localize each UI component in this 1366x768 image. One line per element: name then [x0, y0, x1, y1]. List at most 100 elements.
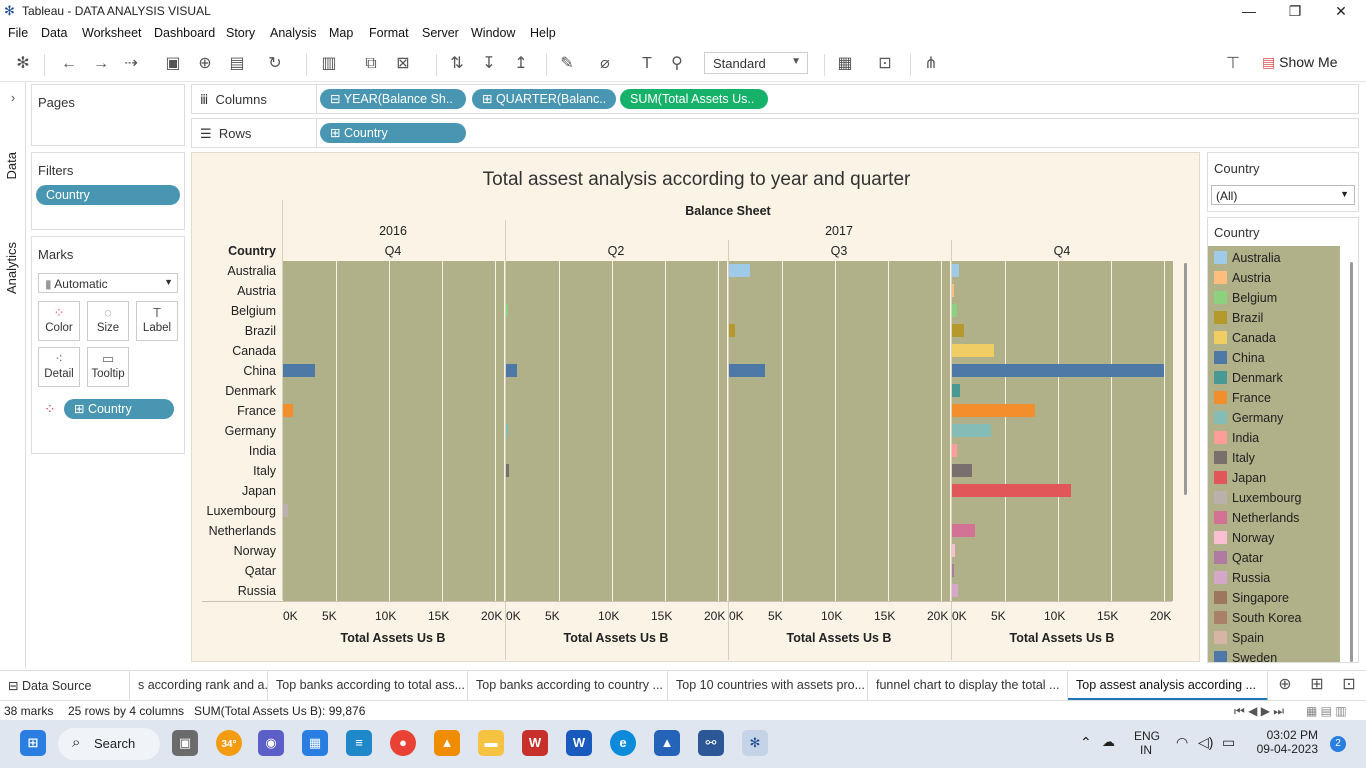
legend-item-luxembourg[interactable]: Luxembourg	[1210, 488, 1342, 508]
legend-item-india[interactable]: India	[1210, 428, 1342, 448]
filter-pill-country[interactable]: Country	[36, 185, 180, 205]
legend-item-china[interactable]: China	[1210, 348, 1342, 368]
legend-item-canada[interactable]: Canada	[1210, 328, 1342, 348]
marks-pill-country[interactable]: ⊞ Country	[64, 399, 174, 419]
pin-axis-icon[interactable]: ⚲	[671, 55, 683, 72]
label-button[interactable]: T Label	[136, 301, 178, 341]
menu-map[interactable]: Map	[329, 26, 354, 40]
close-window-button[interactable]: ✕	[1335, 3, 1347, 19]
menu-story[interactable]: Story	[226, 26, 256, 40]
wps-writer-icon[interactable]: W	[522, 730, 548, 756]
pause-updates-icon[interactable]: ▤	[229, 55, 245, 72]
language-indicator[interactable]: ENG IN	[1134, 729, 1160, 757]
legend-item-sweden[interactable]: Sweden	[1210, 648, 1342, 662]
windows-start-icon[interactable]: ⊞	[20, 730, 46, 756]
detail-button[interactable]: ⁖ Detail	[38, 347, 80, 387]
size-button[interactable]: ◌ Size	[87, 301, 129, 341]
bar-belgium-2017-q4[interactable]	[952, 304, 958, 317]
bar-netherlands-2017-q4[interactable]	[952, 524, 976, 537]
legend-item-japan[interactable]: Japan	[1210, 468, 1342, 488]
menu-help[interactable]: Help	[530, 26, 556, 40]
legend-item-brazil[interactable]: Brazil	[1210, 308, 1342, 328]
bar-russia-2017-q4[interactable]	[952, 584, 959, 597]
clear-sheet-icon[interactable]: ⊠	[396, 55, 410, 72]
refresh-icon[interactable]: ↻	[268, 55, 282, 72]
legend-item-singapore[interactable]: Singapore	[1210, 588, 1342, 608]
bar-australia-2017-q4[interactable]	[952, 264, 960, 277]
attach-icon[interactable]: ⌀	[600, 55, 610, 72]
bar-germany-2017-q2[interactable]	[506, 424, 509, 437]
mark-type-dropdown[interactable]: ▮ Automatic ▼	[38, 273, 178, 293]
notes-app-icon[interactable]: ≡	[346, 730, 372, 756]
bar-denmark-2017-q4[interactable]	[952, 384, 961, 397]
text-label-icon[interactable]: T	[642, 55, 652, 72]
bar-luxembourg-2016-q4[interactable]	[283, 504, 289, 517]
swap-rows-columns-icon[interactable]: ⇅	[450, 55, 464, 72]
legend-item-spain[interactable]: Spain	[1210, 628, 1342, 648]
wifi-icon[interactable]: ◠	[1176, 734, 1189, 750]
publish-icon[interactable]: ⊤	[1226, 55, 1240, 72]
vlc-icon[interactable]: ▲	[434, 730, 460, 756]
presentation-mode-icon[interactable]: ⊡	[878, 55, 892, 72]
file-explorer-icon[interactable]: ▬	[478, 730, 504, 756]
tableau-taskbar-icon[interactable]: ✻	[742, 730, 768, 756]
menu-file[interactable]: File	[8, 26, 29, 40]
new-worksheet-icon[interactable]: ▥	[321, 55, 337, 72]
store-icon[interactable]: ▦	[302, 730, 328, 756]
menu-format[interactable]: Format	[369, 26, 409, 40]
bar-belgium-2017-q2[interactable]	[506, 304, 509, 317]
sheet-tab-1[interactable]: s according rank and a...	[130, 671, 268, 701]
legend-item-qatar[interactable]: Qatar	[1210, 548, 1342, 568]
menu-server[interactable]: Server	[422, 26, 459, 40]
highlight-icon[interactable]: ✎	[560, 55, 574, 72]
task-view-icon[interactable]: ▣	[172, 730, 198, 756]
chrome-icon[interactable]: ●	[390, 730, 416, 756]
battery-icon[interactable]: ▭	[1222, 734, 1236, 750]
bar-brazil-2017-q4[interactable]	[952, 324, 964, 337]
sort-ascending-icon[interactable]: ↧	[482, 55, 496, 72]
menu-analysis[interactable]: Analysis	[270, 26, 317, 40]
redo-icon[interactable]: →	[93, 55, 109, 72]
bar-china-2017-q3[interactable]	[729, 364, 766, 377]
bar-france-2017-q4[interactable]	[952, 404, 1035, 417]
duplicate-sheet-icon[interactable]: ⧉	[365, 55, 377, 72]
bar-japan-2017-q4[interactable]	[952, 484, 1071, 497]
expand-panel-icon[interactable]: ›	[10, 90, 16, 105]
tooltip-button[interactable]: ▭ Tooltip	[87, 347, 129, 387]
columns-shelf[interactable]: ⅲ Columns ⊟ YEAR(Balance Sh.. ⊞ QUARTER(…	[191, 84, 1359, 114]
show-cards-icon[interactable]: ▦	[837, 55, 853, 72]
menu-dashboard[interactable]: Dashboard	[154, 26, 216, 40]
legend-item-italy[interactable]: Italy	[1210, 448, 1342, 468]
clock[interactable]: 03:02 PM 09-04-2023	[1256, 728, 1318, 756]
quick-filter-dropdown[interactable]: (All) ▼	[1211, 185, 1355, 205]
restore-button[interactable]: ❐	[1288, 3, 1302, 19]
legend-item-france[interactable]: France	[1210, 388, 1342, 408]
bar-italy-2017-q2[interactable]	[506, 464, 510, 477]
bar-france-2016-q4[interactable]	[283, 404, 293, 417]
sort-descending-icon[interactable]: ↥	[514, 55, 528, 72]
onedrive-icon[interactable]: ☁	[1102, 734, 1115, 749]
bar-india-2017-q4[interactable]	[952, 444, 958, 457]
legend-item-south-korea[interactable]: South Korea	[1210, 608, 1342, 628]
legend-item-denmark[interactable]: Denmark	[1210, 368, 1342, 388]
bar-australia-2017-q3[interactable]	[729, 264, 751, 277]
taskbar-search[interactable]: ⌕ Search	[58, 728, 160, 760]
pages-card[interactable]: Pages	[31, 84, 185, 146]
edge-icon[interactable]: e	[610, 730, 636, 756]
sheet-tab-2[interactable]: Top banks according to total ass...	[268, 671, 468, 701]
legend-item-russia[interactable]: Russia	[1210, 568, 1342, 588]
legend-item-austria[interactable]: Austria	[1210, 268, 1342, 288]
tab-data-source[interactable]: ⊟ Data Source	[0, 671, 130, 701]
new-story-tab-icon[interactable]: ⊡	[1342, 676, 1356, 693]
legend-scrollbar[interactable]	[1350, 262, 1353, 662]
bar-germany-2017-q4[interactable]	[952, 424, 992, 437]
notification-badge[interactable]: 2	[1330, 736, 1346, 752]
columns-pill-year[interactable]: ⊟ YEAR(Balance Sh..	[320, 89, 466, 109]
save-icon[interactable]: ▣	[165, 55, 181, 72]
bar-canada-2017-q4[interactable]	[952, 344, 995, 357]
bar-china-2017-q2[interactable]	[506, 364, 517, 377]
tableau-logo-icon[interactable]: ✻	[16, 55, 30, 72]
weather-icon[interactable]: 34°	[216, 730, 242, 756]
bar-china-2017-q4[interactable]	[952, 364, 1164, 377]
word-icon[interactable]: W	[566, 730, 592, 756]
